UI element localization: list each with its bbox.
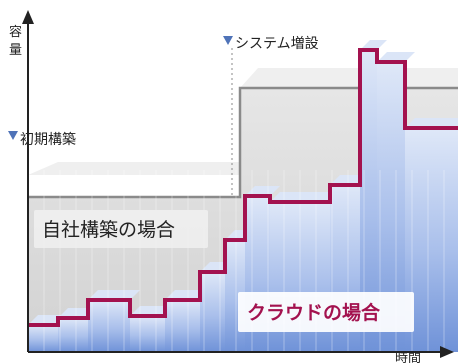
cloud-step-bar	[360, 50, 377, 352]
cloud-step-top-face	[245, 186, 280, 196]
triangle-down-marker-icon	[8, 131, 18, 140]
cloud-step-top-face	[360, 40, 387, 50]
cloud-step-top-face	[88, 290, 140, 300]
system-expansion-label: システム増設	[235, 36, 319, 52]
x-axis-label: 時間	[395, 351, 421, 363]
cloud-step-bar	[165, 300, 200, 352]
axes	[22, 10, 454, 358]
on-premise-capacity-line	[28, 86, 458, 199]
cloud-capacity-area	[28, 40, 458, 352]
triangle-down-marker-icon	[223, 36, 233, 45]
cloud-capacity-step-line	[28, 48, 458, 327]
gray-top-face-low	[28, 162, 240, 175]
cloud-step-top-face	[270, 192, 340, 202]
cloud-step-bar	[58, 318, 88, 352]
on-premise-label-box	[34, 210, 208, 248]
cloud-label-box	[238, 292, 414, 332]
cloud-step-top-face	[405, 118, 458, 128]
cloud-step-bar	[200, 272, 225, 352]
cloud-step-top-face	[377, 52, 415, 62]
on-premise-case-label: 自社構築の場合	[42, 219, 175, 241]
cloud-step-bar	[88, 300, 130, 352]
cloud-step-bar	[130, 316, 165, 352]
gray-top-face-high	[240, 68, 458, 88]
cloud-case-label: クラウドの場合	[247, 301, 381, 324]
arrow-up-icon	[22, 10, 34, 24]
arrow-right-icon	[440, 346, 454, 358]
initial-build-label: 初期構築	[20, 131, 76, 148]
y-axis-label-char-2: 量	[9, 43, 22, 58]
y-axis-label-char-1: 容	[9, 24, 22, 40]
cloud-step-bar	[28, 325, 58, 352]
